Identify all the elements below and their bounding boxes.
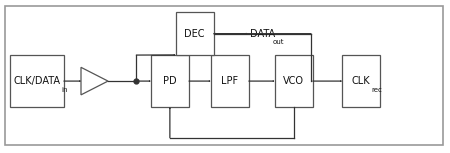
Bar <box>211 55 249 107</box>
Text: rec: rec <box>371 86 382 93</box>
Text: VCO: VCO <box>283 76 304 86</box>
Bar <box>10 55 64 107</box>
Text: in: in <box>61 86 68 93</box>
Text: PD: PD <box>163 76 177 86</box>
Bar <box>342 55 380 107</box>
Text: LPF: LPF <box>221 76 238 86</box>
Text: DATA: DATA <box>250 29 275 39</box>
Bar <box>274 55 313 107</box>
Bar <box>151 55 189 107</box>
Text: out: out <box>272 39 284 45</box>
Bar <box>176 12 214 55</box>
Polygon shape <box>81 67 108 95</box>
Text: CLK: CLK <box>352 76 370 86</box>
Text: CLK/DATA: CLK/DATA <box>14 76 60 86</box>
Text: DEC: DEC <box>184 29 205 39</box>
